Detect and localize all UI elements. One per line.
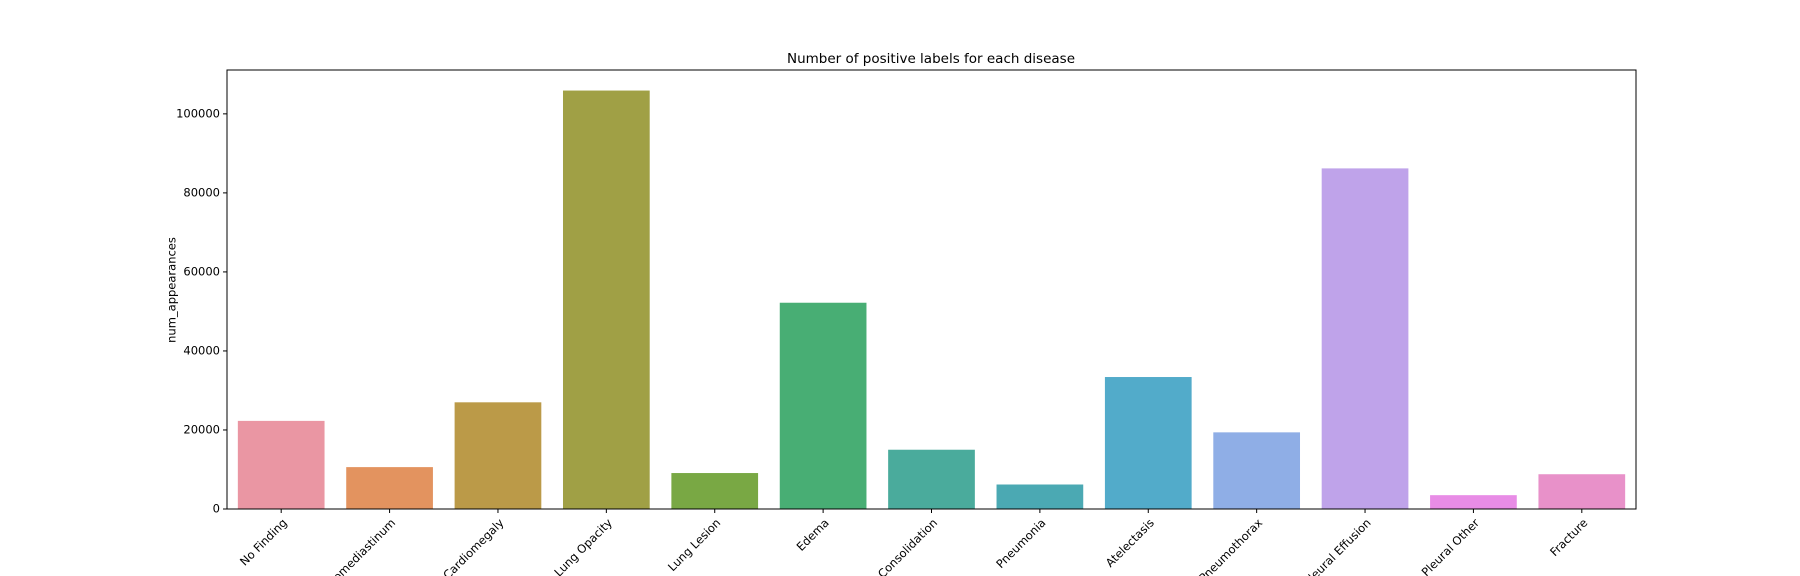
bar <box>671 473 759 509</box>
bar <box>346 467 433 509</box>
y-tick-label: 60000 <box>183 264 220 278</box>
y-tick-label: 40000 <box>183 343 220 357</box>
bar <box>237 420 325 509</box>
bar <box>996 484 1084 509</box>
x-tick-label: Fracture <box>1547 516 1590 559</box>
bar <box>1104 377 1192 509</box>
y-axis-label: num_appearances <box>165 237 179 343</box>
bar <box>1213 432 1301 509</box>
x-tick-label: Lung Opacity <box>551 516 615 576</box>
y-tick-label: 80000 <box>183 185 220 199</box>
bar <box>1430 495 1517 509</box>
x-tick-label: Cardiomegaly <box>440 516 506 576</box>
x-tick-label: Atelectasis <box>1103 516 1157 570</box>
chart-title: Number of positive labels for each disea… <box>787 51 1075 67</box>
bar <box>562 90 650 510</box>
x-tick-label: Pneumonia <box>993 516 1048 571</box>
x-tick-label: Lung Lesion <box>665 516 723 574</box>
bar <box>1321 168 1409 509</box>
bar <box>1538 474 1626 509</box>
plot-frame <box>226 69 1637 510</box>
bar <box>779 302 867 509</box>
x-tick-label: Pleural Effusion <box>1301 516 1374 576</box>
x-tick-label: Edema <box>794 516 832 554</box>
x-tick-label: No Finding <box>237 516 290 569</box>
x-tick-label: Pneumothorax <box>1196 516 1265 576</box>
y-tick-label: 100000 <box>176 106 220 120</box>
bar <box>454 402 542 509</box>
y-tick-label: 20000 <box>183 422 220 436</box>
x-tick-label: Enlarged Cardiomediastinum <box>270 516 398 576</box>
y-tick-label: 0 <box>213 502 220 516</box>
bar <box>888 449 975 509</box>
x-tick-label: Consolidation <box>875 516 940 576</box>
x-tick-label: Pleural Other <box>1419 516 1483 576</box>
